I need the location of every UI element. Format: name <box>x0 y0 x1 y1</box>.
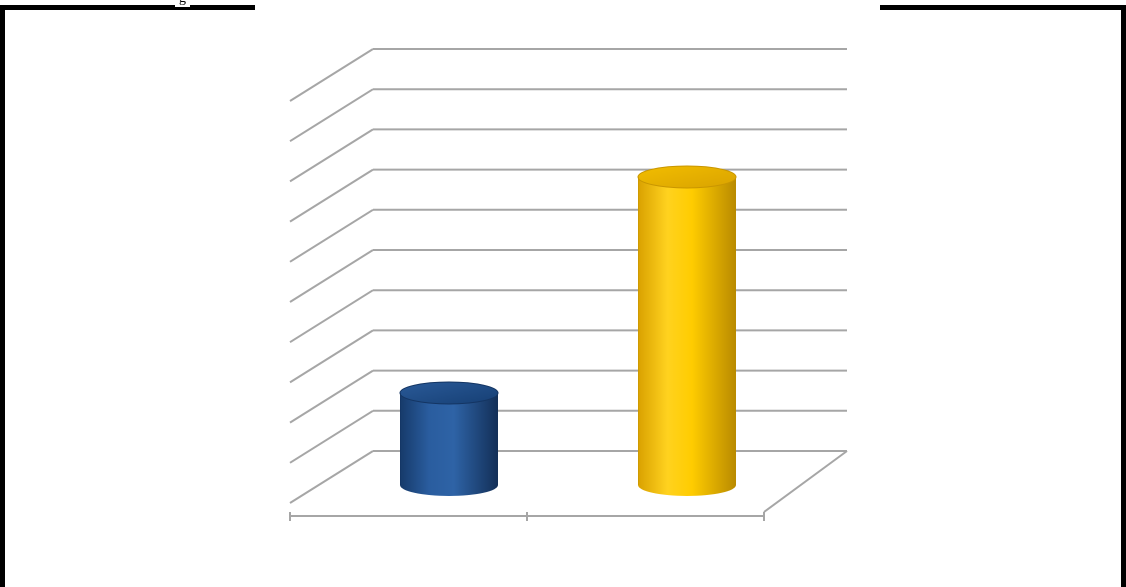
bar-top <box>637 165 737 189</box>
frame-gap <box>255 5 880 10</box>
bars <box>399 165 737 496</box>
floor-edge <box>763 450 848 513</box>
bar-body <box>400 393 498 496</box>
x-axis <box>289 512 765 521</box>
gridlines <box>289 48 848 513</box>
gridline-side <box>289 369 374 424</box>
gridline-side <box>289 249 374 303</box>
gridline-side <box>289 48 374 102</box>
bar-body <box>638 177 736 496</box>
gridline-side <box>289 450 374 504</box>
gridline-side <box>289 289 374 344</box>
gridline-side <box>289 208 374 263</box>
bar-1 <box>399 381 499 496</box>
bar-2 <box>637 165 737 496</box>
gridline-side <box>289 128 374 183</box>
top-label: g <box>175 0 190 7</box>
gridline-side <box>289 88 374 143</box>
gridline-side <box>289 409 374 464</box>
gridline-side <box>289 329 374 384</box>
bar-top <box>399 381 499 405</box>
gridline-side <box>289 168 374 223</box>
